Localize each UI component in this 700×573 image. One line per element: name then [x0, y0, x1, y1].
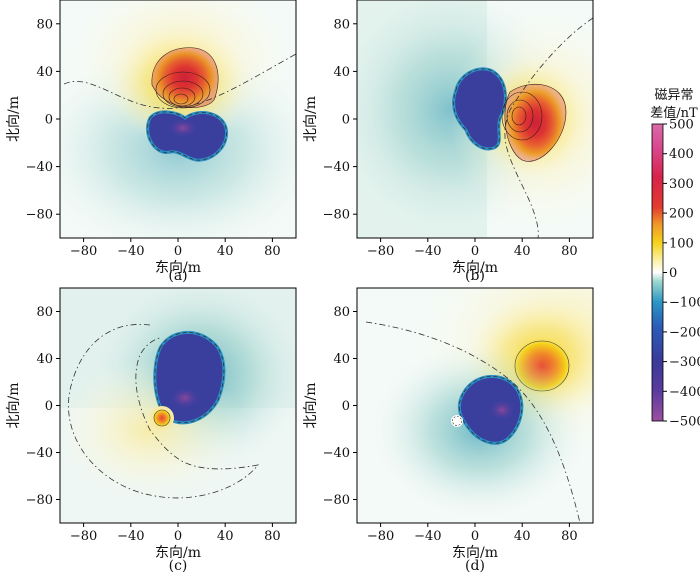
x-tick-label: −40: [117, 244, 144, 259]
panel-b-axes: −80 −40 0 40 80 −80 −40 0 40 80 东向/m 北向/m (b): [303, 17, 578, 284]
y-tick-label: −40: [323, 160, 350, 175]
colorbar-tick-label: −400: [669, 385, 700, 400]
colorbar-ticks: 500 400 300 200 100 0 −100 −200 −300 −400 −500: [663, 118, 700, 430]
panel-b-field: [357, 0, 593, 238]
x-axis-label: 东向/m: [155, 545, 201, 561]
x-tick-label: 40: [514, 529, 531, 544]
colorbar-tick-label: 500: [669, 118, 694, 133]
y-tick-label: −80: [323, 493, 350, 508]
x-tick-label: −80: [70, 244, 97, 259]
y-tick-label: 0: [45, 113, 53, 128]
y-tick-label: 40: [36, 65, 53, 80]
x-tick-label: −80: [367, 244, 394, 259]
y-tick-label: −40: [26, 446, 53, 461]
y-tick-label: 80: [36, 17, 53, 32]
y-tick-label: 80: [333, 305, 350, 320]
x-tick-label: 0: [174, 529, 182, 544]
x-tick-label: −80: [70, 529, 97, 544]
x-tick-label: −80: [367, 529, 394, 544]
x-tick-label: −40: [117, 529, 144, 544]
x-tick-label: 40: [217, 244, 234, 259]
x-axis-label: 东向/m: [452, 545, 498, 561]
panel-d-axes: −80 −40 0 40 80 −80 −40 0 40 80 东向/m 北向/m (d): [303, 305, 578, 573]
y-tick-label: −40: [323, 446, 350, 461]
y-tick-label: 0: [342, 113, 350, 128]
x-tick-label: 0: [174, 244, 182, 259]
colorbar-tick-label: −300: [669, 355, 700, 370]
colorbar-title-line2: 差值/nT: [650, 105, 698, 121]
y-tick-label: −80: [26, 493, 53, 508]
colorbar-gradient: [651, 123, 664, 422]
panel-label: (a): [168, 268, 187, 284]
panel-b: −80 −40 0 40 80 −80 −40 0 40 80 东向/m 北向/m (b): [303, 0, 594, 284]
y-tick-label: −80: [323, 208, 350, 223]
colorbar-tick-label: 400: [669, 147, 694, 162]
colorbar-tick-label: 200: [669, 207, 694, 222]
x-axis-label: 东向/m: [452, 260, 498, 276]
x-tick-label: 40: [217, 529, 234, 544]
panel-c-axes: −80 −40 0 40 80 −80 −40 0 40 80 东向/m 北向/m (c): [6, 305, 281, 573]
x-tick-label: 0: [471, 529, 479, 544]
panel-c: −80 −40 0 40 80 −80 −40 0 40 80 东向/m 北向/m (c): [6, 287, 297, 573]
colorbar-tick-label: 300: [669, 177, 694, 192]
panel-label: (c): [169, 558, 188, 573]
panel-a-axes: −80 −40 0 40 80 −80 −40 0 40 80 东向/m 北向/m (a): [6, 17, 281, 284]
x-axis-label: 东向/m: [155, 260, 201, 276]
x-tick-label: 80: [561, 244, 578, 259]
y-tick-label: 40: [333, 352, 350, 367]
colorbar-title-line1: 磁异常: [654, 88, 693, 103]
panel-a-field: [60, 0, 296, 238]
x-tick-label: 40: [514, 244, 531, 259]
panel-c-field: [60, 288, 296, 523]
colorbar: 磁异常 差值/nT 500 400 300 200 100 0 −100 −200 −300 −4…: [650, 88, 700, 430]
x-tick-label: −40: [414, 529, 441, 544]
y-tick-label: 0: [45, 399, 53, 414]
x-tick-label: 80: [264, 244, 281, 259]
colorbar-tick-label: 0: [669, 266, 677, 281]
panel-d: −80 −40 0 40 80 −80 −40 0 40 80 东向/m 北向/m (d): [303, 287, 594, 573]
panel-d-field: [357, 288, 593, 523]
y-axis-label: 北向/m: [303, 96, 319, 142]
y-tick-label: 80: [36, 305, 53, 320]
x-tick-label: 0: [471, 244, 479, 259]
x-tick-label: 80: [561, 529, 578, 544]
y-tick-label: −80: [26, 208, 53, 223]
x-tick-label: 80: [264, 529, 281, 544]
y-tick-label: −40: [26, 160, 53, 175]
panel-a: −80 −40 0 40 80 −80 −40 0 40 80 东向/m 北向/m (a): [6, 0, 297, 284]
colorbar-tick-label: 100: [669, 236, 694, 251]
panel-label: (d): [465, 558, 485, 573]
y-tick-label: 40: [36, 352, 53, 367]
colorbar-tick-label: −100: [669, 296, 700, 311]
colorbar-tick-label: −500: [669, 415, 700, 430]
y-axis-label: 北向/m: [6, 96, 22, 142]
y-axis-label: 北向/m: [303, 383, 319, 429]
y-tick-label: 40: [333, 65, 350, 80]
y-tick-label: 0: [342, 399, 350, 414]
y-tick-label: 80: [333, 17, 350, 32]
panel-label: (b): [465, 268, 485, 284]
colorbar-tick-label: −200: [669, 325, 700, 340]
y-axis-label: 北向/m: [6, 383, 22, 429]
x-tick-label: −40: [414, 244, 441, 259]
